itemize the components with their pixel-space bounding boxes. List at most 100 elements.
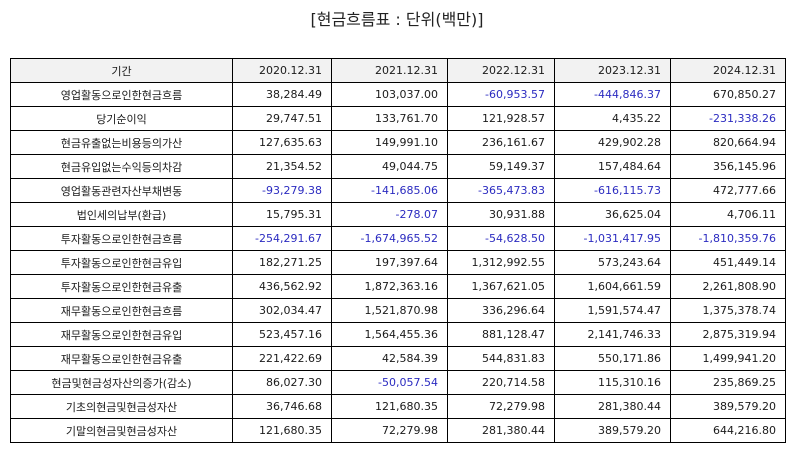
table-cell-value: 29,747.51 (232, 106, 332, 131)
table-cell-value: 36,625.04 (554, 202, 671, 227)
table-cell-value: 72,279.98 (447, 394, 555, 419)
table-cell-value: 336,296.64 (447, 298, 555, 323)
table-cell-value: 436,562.92 (232, 274, 332, 299)
column-header-date: 2023.12.31 (554, 58, 671, 83)
row-label: 기말의현금및현금성자산 (10, 418, 233, 443)
table-cell-value: -365,473.83 (447, 178, 555, 203)
table-cell-value: 4,435.22 (554, 106, 671, 131)
table-cell-value: 220,714.58 (447, 370, 555, 395)
table-cell-value: 182,271.25 (232, 250, 332, 275)
table-cell-value: 235,869.25 (670, 370, 786, 395)
row-label: 현금유출없는비용등의가산 (10, 130, 233, 155)
table-cell-value: 197,397.64 (331, 250, 448, 275)
table-header-row: 기간 2020.12.31 2021.12.31 2022.12.31 2023.12.… (10, 58, 786, 83)
table-cell-value: 1,604,661.59 (554, 274, 671, 299)
row-label: 영업활동으로인한현금흐름 (10, 82, 233, 107)
table-cell-value: 30,931.88 (447, 202, 555, 227)
table-row: 투자활동으로인한현금흐름 -254,291.67 -1,674,965.52 -54,… (10, 226, 786, 251)
table-cell-value: 644,216.80 (670, 418, 786, 443)
table-cell-value: 2,875,319.94 (670, 322, 786, 347)
table-row: 영업활동관련자산부채변동 -93,279.38 -141,685.06 -365,47… (10, 178, 786, 203)
table-cell-value: 820,664.94 (670, 130, 786, 155)
table-cell-value: 1,564,455.36 (331, 322, 448, 347)
table-cell-value: 15,795.31 (232, 202, 332, 227)
table-cell-value: 149,991.10 (331, 130, 448, 155)
table-cell-value: 544,831.83 (447, 346, 555, 371)
table-cell-value: -278.07 (331, 202, 448, 227)
table-cell-value: 281,380.44 (554, 394, 671, 419)
table-cell-value: 1,872,363.16 (331, 274, 448, 299)
table-cell-value: 121,928.57 (447, 106, 555, 131)
table-cell-value: 121,680.35 (331, 394, 448, 419)
table-cell-value: 121,680.35 (232, 418, 332, 443)
table-cell-value: 38,284.49 (232, 82, 332, 107)
column-header-date: 2024.12.31 (670, 58, 786, 83)
table-cell-value: 523,457.16 (232, 322, 332, 347)
table-row: 현금및현금성자산의증가(감소) 86,027.30 -50,057.54 220,71… (10, 370, 786, 395)
table-row: 영업활동으로인한현금흐름 38,284.49 103,037.00 -60,953.5… (10, 82, 786, 107)
table-cell-value: 670,850.27 (670, 82, 786, 107)
table-cell-value: 472,777.66 (670, 178, 786, 203)
table-cell-value: 281,380.44 (447, 418, 555, 443)
table-cell-value: 59,149.37 (447, 154, 555, 179)
table-cell-value: -444,846.37 (554, 82, 671, 107)
table-cell-value: 1,499,941.20 (670, 346, 786, 371)
table-cell-value: 429,902.28 (554, 130, 671, 155)
table-cell-value: 302,034.47 (232, 298, 332, 323)
table-cell-value: -50,057.54 (331, 370, 448, 395)
table-cell-value: 42,584.39 (331, 346, 448, 371)
column-header-period: 기간 (10, 58, 233, 83)
table-cell-value: 389,579.20 (670, 394, 786, 419)
table-cell-value: 103,037.00 (331, 82, 448, 107)
row-label: 투자활동으로인한현금유출 (10, 274, 233, 299)
row-label: 투자활동으로인한현금흐름 (10, 226, 233, 251)
row-label: 재무활동으로인한현금흐름 (10, 298, 233, 323)
table-cell-value: 2,261,808.90 (670, 274, 786, 299)
column-header-date: 2020.12.31 (232, 58, 332, 83)
table-cell-value: 1,521,870.98 (331, 298, 448, 323)
table-cell-value: -60,953.57 (447, 82, 555, 107)
table-cell-value: -1,674,965.52 (331, 226, 448, 251)
row-label: 법인세의납부(환급) (10, 202, 233, 227)
table-cell-value: 72,279.98 (331, 418, 448, 443)
table-cell-value: 127,635.63 (232, 130, 332, 155)
table-cell-value: 236,161.67 (447, 130, 555, 155)
table-cell-value: 2,141,746.33 (554, 322, 671, 347)
row-label: 당기순이익 (10, 106, 233, 131)
table-cell-value: -54,628.50 (447, 226, 555, 251)
table-cell-value: 573,243.64 (554, 250, 671, 275)
table-row: 현금유입없는수익등의차감 21,354.52 49,044.75 59,149.37 1… (10, 154, 786, 179)
table-cell-value: 157,484.64 (554, 154, 671, 179)
table-cell-value: 451,449.14 (670, 250, 786, 275)
column-header-date: 2022.12.31 (447, 58, 555, 83)
table-cell-value: 356,145.96 (670, 154, 786, 179)
table-row: 기말의현금및현금성자산 121,680.35 72,279.98 281,380.44… (10, 418, 786, 443)
table-row: 투자활동으로인한현금유출 436,562.92 1,872,363.16 1,367,… (10, 274, 786, 299)
row-label: 투자활동으로인한현금유입 (10, 250, 233, 275)
row-label: 기초의현금및현금성자산 (10, 394, 233, 419)
row-label: 영업활동관련자산부채변동 (10, 178, 233, 203)
row-label: 재무활동으로인한현금유입 (10, 322, 233, 347)
table-row: 투자활동으로인한현금유입 182,271.25 197,397.64 1,312,99… (10, 250, 786, 275)
table-cell-value: 1,312,992.55 (447, 250, 555, 275)
table-row: 재무활동으로인한현금유출 221,422.69 42,584.39 544,831.8… (10, 346, 786, 371)
table-cell-value: 1,375,378.74 (670, 298, 786, 323)
table-cell-value: -616,115.73 (554, 178, 671, 203)
table-cell-value: -1,810,359.76 (670, 226, 786, 251)
table-cell-value: -141,685.06 (331, 178, 448, 203)
table-cell-value: 49,044.75 (331, 154, 448, 179)
table-cell-value: 115,310.16 (554, 370, 671, 395)
table-cell-value: 36,746.68 (232, 394, 332, 419)
table-row: 재무활동으로인한현금흐름 302,034.47 1,521,870.98 336,29… (10, 298, 786, 323)
page-title: [현금흐름표 : 단위(백만)] (310, 10, 484, 29)
table-cell-value: 389,579.20 (554, 418, 671, 443)
table-cell-value: 221,422.69 (232, 346, 332, 371)
table-cell-value: -1,031,417.95 (554, 226, 671, 251)
row-label: 현금유입없는수익등의차감 (10, 154, 233, 179)
table-cell-value: 4,706.11 (670, 202, 786, 227)
table-cell-value: -254,291.67 (232, 226, 332, 251)
table-cell-value: 1,591,574.47 (554, 298, 671, 323)
table-cell-value: 881,128.47 (447, 322, 555, 347)
row-label: 현금및현금성자산의증가(감소) (10, 370, 233, 395)
table-row: 재무활동으로인한현금유입 523,457.16 1,564,455.36 881,12… (10, 322, 786, 347)
